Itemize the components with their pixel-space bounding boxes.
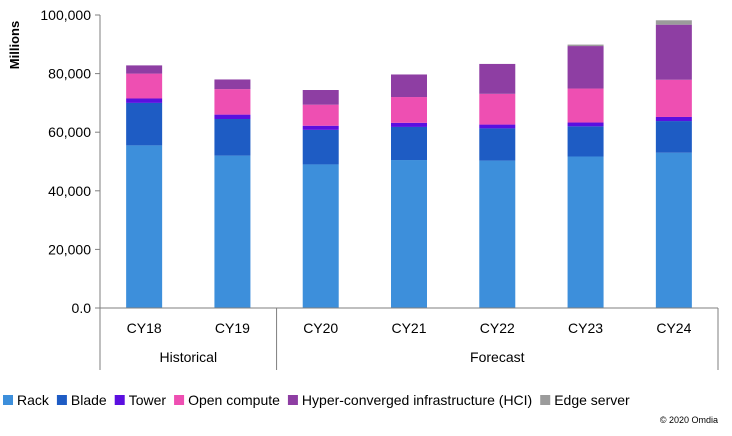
bar-segment-cy22-blade xyxy=(479,128,516,161)
legend-label: Blade xyxy=(71,392,107,408)
x-tick-label: CY22 xyxy=(480,320,515,336)
bar-segment-cy24-tower xyxy=(655,116,692,122)
legend-swatch xyxy=(540,395,551,405)
bar-segment-cy23-rack xyxy=(567,156,604,308)
y-axis: 0.0 20,000 40,000 60,000 80,000 100,000 xyxy=(40,7,101,316)
bar-segment-cy24-open-compute xyxy=(655,79,692,117)
legend-swatch xyxy=(114,395,125,405)
x-tick-label: CY20 xyxy=(303,320,338,336)
bar-segment-cy19-rack xyxy=(214,155,251,308)
bar-segment-cy22-tower xyxy=(479,124,516,129)
bar-segment-cy24-blade xyxy=(655,121,692,153)
x-group-label: Forecast xyxy=(470,349,525,365)
legend-swatch xyxy=(287,395,298,405)
bar-segment-cy20-hyper-converged-infrastructure-hci xyxy=(302,90,339,105)
x-group-label: Historical xyxy=(159,349,217,365)
y-tick-label: 40,000 xyxy=(48,183,91,199)
bar-segment-cy22-rack xyxy=(479,160,516,308)
bar-segment-cy23-edge-server xyxy=(567,44,604,47)
bar-segment-cy18-hyper-converged-infrastructure-hci xyxy=(126,65,163,74)
legend-item: Blade xyxy=(56,392,107,408)
bar-segment-cy20-tower xyxy=(302,125,339,130)
credit-text: © 2020 Omdia xyxy=(660,415,718,425)
bar-segment-cy18-open-compute xyxy=(126,73,163,99)
bar-segment-cy23-open-compute xyxy=(567,88,604,123)
legend-swatch xyxy=(56,395,67,405)
legend-label: Hyper-converged infrastructure (HCI) xyxy=(302,392,532,408)
bar-segment-cy18-blade xyxy=(126,102,163,146)
y-tick-label: 60,000 xyxy=(48,124,91,140)
legend-item: Rack xyxy=(3,392,50,408)
y-tick-label: 20,000 xyxy=(48,241,91,257)
bar-segment-cy20-blade xyxy=(302,129,339,165)
bar-segment-cy19-blade xyxy=(214,119,251,156)
bar-segment-cy20-rack xyxy=(302,164,339,308)
x-tick-label: CY23 xyxy=(568,320,603,336)
x-tick-label: CY21 xyxy=(391,320,426,336)
bar-segment-cy19-hyper-converged-infrastructure-hci xyxy=(214,79,251,90)
legend-item: Edge server xyxy=(540,392,630,408)
legend-swatch xyxy=(3,395,13,405)
bar-segment-cy21-open-compute xyxy=(391,97,427,123)
bar-segment-cy19-open-compute xyxy=(214,89,251,115)
bar-segment-cy24-hyper-converged-infrastructure-hci xyxy=(655,24,692,80)
bar-segment-cy23-blade xyxy=(567,126,604,157)
bar-segment-cy22-hyper-converged-infrastructure-hci xyxy=(479,63,516,94)
y-tick-label: 80,000 xyxy=(48,66,91,82)
bar-segment-cy21-blade xyxy=(391,126,427,161)
y-tick-label: 100,000 xyxy=(40,7,91,23)
bar-segment-cy21-hyper-converged-infrastructure-hci xyxy=(391,74,427,98)
x-tick-label: CY24 xyxy=(656,320,691,336)
bar-segment-cy21-tower xyxy=(391,122,427,127)
bar-segment-cy22-open-compute xyxy=(479,93,516,125)
legend-label: Rack xyxy=(17,392,50,408)
bar-segment-cy23-tower xyxy=(567,122,604,127)
legend: Rack Blade Tower Open compute Hyper-converge… xyxy=(3,392,630,408)
legend-label: Open compute xyxy=(188,392,280,408)
bars xyxy=(126,20,692,308)
bar-segment-cy24-rack xyxy=(655,152,692,308)
legend-label: Edge server xyxy=(554,392,630,408)
legend-swatch xyxy=(174,395,185,405)
legend-item: Tower xyxy=(114,392,167,408)
y-axis-label: Millions xyxy=(7,21,22,69)
bar-segment-cy21-rack xyxy=(391,160,427,308)
legend-item: Open compute xyxy=(174,392,280,408)
bar-segment-cy24-edge-server xyxy=(655,20,692,25)
bar-segment-cy23-hyper-converged-infrastructure-hci xyxy=(567,46,604,89)
bar-segment-cy20-open-compute xyxy=(302,104,339,126)
x-axis: CY18 CY19 CY20 CY21 CY22 CY23 CY24 Historical Fo… xyxy=(99,307,719,370)
y-tick-label: 0.0 xyxy=(72,300,92,316)
legend-item: Hyper-converged infrastructure (HCI) xyxy=(287,392,532,408)
legend-label: Tower xyxy=(129,392,167,408)
bar-segment-cy18-tower xyxy=(126,98,163,103)
x-tick-label: CY19 xyxy=(215,320,250,336)
x-tick-label: CY18 xyxy=(127,320,162,336)
bar-segment-cy19-tower xyxy=(214,114,251,120)
bar-segment-cy18-rack xyxy=(126,145,163,308)
